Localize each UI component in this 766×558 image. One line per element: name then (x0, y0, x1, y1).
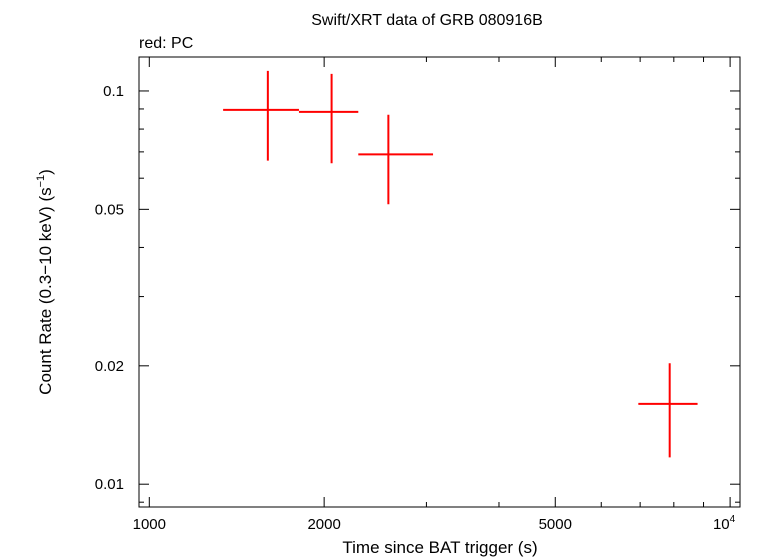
plot-frame (138, 56, 741, 508)
data-point (298, 73, 359, 164)
y-tick-label: 0.01 (95, 476, 124, 493)
y-axis-label: Count Rate (0.3−10 keV) (s−1) (35, 169, 55, 395)
data-point (638, 363, 698, 458)
x-axis-label: Time since BAT trigger (s) (342, 538, 537, 557)
y-axis-label-main: Count Rate (0.3−10 keV) (s (36, 187, 55, 394)
x-tick-labels: 1000 2000 5000 104 (133, 514, 736, 533)
x-tick-label: 5000 (539, 516, 572, 533)
data-point (358, 114, 434, 205)
y-axis-label-sup: −1 (35, 175, 47, 188)
y-tick-label: 0.1 (103, 83, 124, 100)
data-point (223, 70, 299, 161)
x-tick-label-power: 104 (713, 514, 736, 533)
x-tick-label: 2000 (307, 516, 340, 533)
axis-ticks (139, 57, 740, 507)
x-tick-label: 1000 (133, 516, 166, 533)
y-tick-label: 0.05 (95, 201, 124, 218)
x-tick-label-power-exp: 4 (730, 514, 736, 525)
chart-subtitle: red: PC (139, 35, 193, 52)
y-tick-labels: 0.01 0.02 0.05 0.1 (95, 83, 124, 493)
x-tick-label-power-base: 10 (713, 516, 730, 533)
data-series (223, 70, 698, 458)
y-axis-label-close: ) (36, 169, 55, 175)
chart-title: Swift/XRT data of GRB 080916B (311, 12, 543, 29)
y-tick-label: 0.02 (95, 358, 124, 375)
